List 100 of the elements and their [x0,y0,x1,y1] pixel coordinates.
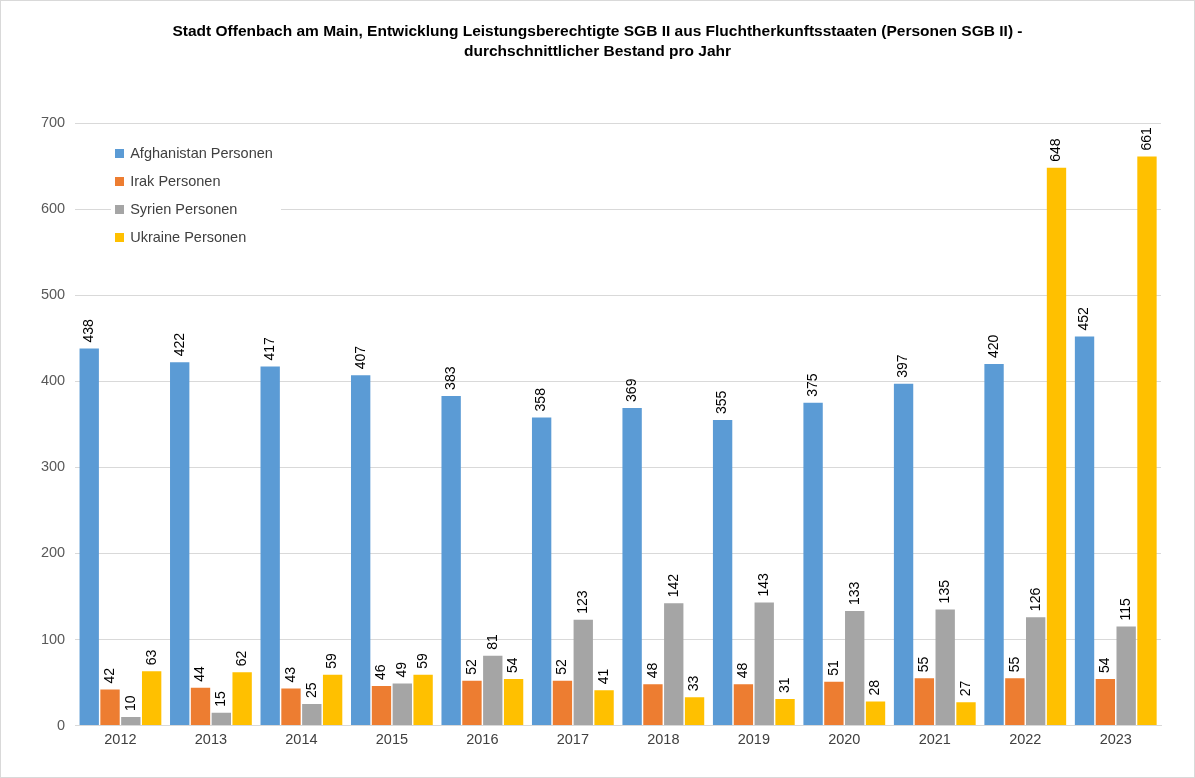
data-label: 648 [1047,138,1064,162]
data-label: 661 [1137,127,1154,151]
bar [232,672,252,726]
bar [441,395,461,726]
bar [754,602,774,726]
bar [1074,336,1095,726]
bar [712,420,733,726]
x-tick-label: 2016 [466,731,499,748]
data-label: 115 [1117,598,1134,621]
data-label: 81 [483,634,500,650]
data-label: 135 [936,579,953,604]
bar [1046,167,1067,726]
data-label: 31 [775,677,792,693]
data-label: 126 [1026,587,1043,612]
data-label: 42 [100,667,117,684]
data-label: 355 [713,390,730,414]
legend-label: Afghanistan Personen [130,145,273,161]
x-tick-label: 2019 [737,731,770,748]
chart-title: Stadt Offenbach am Main, Entwicklung Leistungsberechtigte SGB II aus Fluchtherkunftsstaaten (Personen SGB II) - durchschnittlicher Bestand pro Jahr [171,21,1024,61]
bar [1005,678,1025,726]
data-label: 48 [734,662,751,679]
data-label: 375 [803,373,820,397]
bar [622,407,642,726]
bar [531,417,552,726]
data-label: 25 [302,682,319,699]
bar [845,611,865,726]
legend-label: Ukraine Personen [130,229,247,245]
x-tick-label: 2023 [1099,731,1132,748]
data-label: 143 [755,572,772,597]
data-label: 63 [142,649,159,666]
x-tick-label: 2021 [918,731,951,748]
bar [573,619,593,726]
data-label: 358 [532,387,549,412]
bar [121,716,141,726]
x-tick-label: 2022 [1009,731,1042,748]
data-label: 133 [845,581,862,606]
data-label: 33 [685,675,702,692]
bar [1026,617,1046,726]
x-tick-label: 2012 [104,731,137,748]
bar [413,674,433,726]
data-label: 55 [1005,656,1022,673]
x-tick-label: 2014 [285,731,318,748]
bar [1095,679,1116,726]
bar [79,348,99,726]
y-tick-label: 600 [40,200,66,217]
data-label: 59 [413,653,430,669]
bar [984,364,1004,726]
data-label: 54 [1096,657,1113,674]
data-label: 59 [323,653,340,669]
data-label: 43 [281,666,298,683]
data-label: 407 [351,345,368,370]
data-label: 369 [622,378,639,402]
data-label: 44 [191,665,208,682]
bar [775,698,795,726]
data-label: 52 [553,659,570,675]
data-label: 142 [664,573,681,598]
data-label: 41 [594,668,611,685]
legend-label: Irak Personen [130,173,221,189]
data-label: 48 [643,662,660,679]
y-tick-label: 400 [40,372,66,389]
x-tick-label: 2013 [194,731,228,748]
y-tick-label: 700 [40,114,66,130]
data-label: 52 [462,659,479,675]
bar [190,687,211,726]
data-label: 422 [170,332,187,357]
data-label: 62 [232,650,249,667]
data-label: 55 [915,656,932,673]
bar [803,402,823,726]
bar [664,603,684,726]
data-label: 27 [956,680,973,697]
data-label: 123 [574,590,591,614]
data-label: 51 [824,659,841,676]
bar [893,383,914,726]
bar [371,686,392,726]
bar [350,375,371,726]
bar [462,680,482,726]
data-label: 417 [261,337,278,361]
data-label: 28 [866,679,883,696]
bar [865,701,886,726]
x-tick-label: 2017 [556,731,589,748]
data-label: 54 [504,657,521,674]
data-label: 10 [121,695,138,711]
bar [956,702,976,726]
bar [552,680,573,726]
bar [643,684,663,726]
bar [281,688,301,726]
bar [302,704,322,726]
data-label: 452 [1075,306,1092,331]
data-label: 383 [442,366,459,390]
bar [211,712,231,726]
bar [914,678,935,726]
bar [141,671,162,726]
data-label: 420 [984,334,1001,359]
data-label: 397 [894,354,911,378]
bar [935,609,955,726]
bar [260,366,280,726]
bar [100,689,120,726]
legend-label: Syrien Personen [130,201,238,217]
bar [483,655,503,726]
data-label: 46 [372,664,389,680]
